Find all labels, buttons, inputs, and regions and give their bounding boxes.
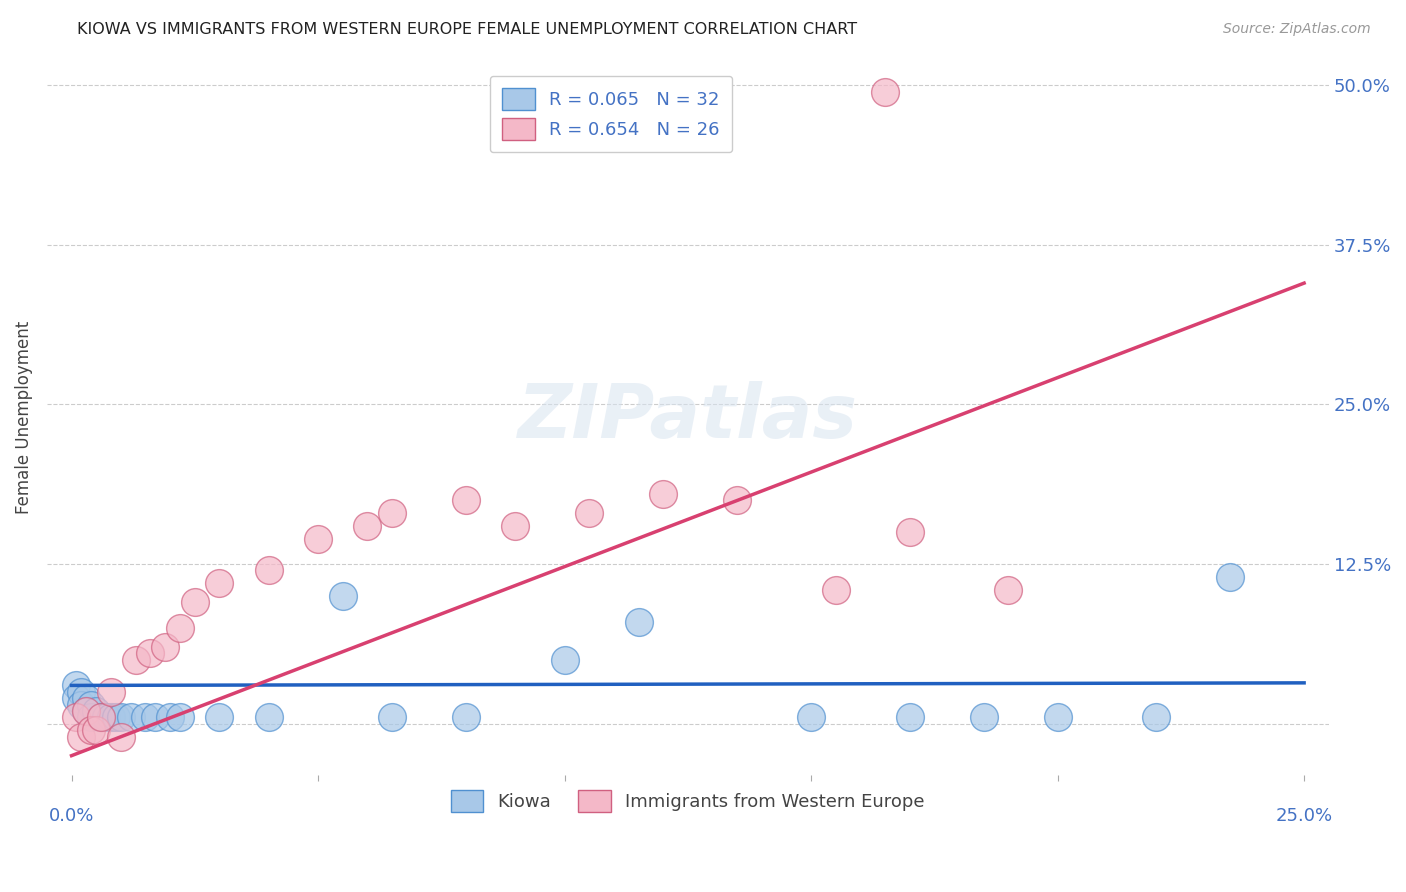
Point: [80, 698, 103, 712]
Point: [65, 678, 87, 692]
Point: [155, 640, 177, 654]
Point: [356, 518, 378, 533]
Point: [381, 710, 404, 724]
Point: [381, 506, 404, 520]
Point: [454, 710, 477, 724]
Point: [124, 653, 146, 667]
Point: [75, 691, 97, 706]
Point: [873, 85, 896, 99]
Point: [627, 615, 650, 629]
Y-axis label: Female Unemployment: Female Unemployment: [15, 320, 32, 514]
Point: [898, 525, 921, 540]
Point: [104, 710, 127, 724]
Point: [578, 506, 600, 520]
Point: [997, 582, 1019, 597]
Point: [1144, 710, 1167, 724]
Point: [169, 621, 191, 635]
Point: [257, 710, 280, 724]
Point: [75, 704, 97, 718]
Point: [824, 582, 846, 597]
Point: [139, 647, 162, 661]
Point: [110, 710, 132, 724]
Point: [80, 723, 103, 738]
Point: [332, 589, 354, 603]
Point: [65, 691, 87, 706]
Point: [100, 685, 122, 699]
Text: KIOWA VS IMMIGRANTS FROM WESTERN EUROPE FEMALE UNEMPLOYMENT CORRELATION CHART: KIOWA VS IMMIGRANTS FROM WESTERN EUROPE …: [77, 22, 858, 37]
Point: [94, 710, 117, 724]
Point: [70, 730, 93, 744]
Point: [257, 564, 280, 578]
Point: [307, 532, 329, 546]
Text: 0.0%: 0.0%: [49, 806, 94, 825]
Point: [84, 723, 107, 738]
Point: [134, 710, 156, 724]
Point: [208, 576, 231, 591]
Point: [554, 653, 576, 667]
Point: [110, 730, 132, 744]
Point: [800, 710, 823, 724]
Point: [90, 710, 112, 724]
Text: 25.0%: 25.0%: [1275, 806, 1333, 825]
Point: [65, 710, 87, 724]
Point: [169, 710, 191, 724]
Point: [143, 710, 166, 724]
Point: [973, 710, 995, 724]
Point: [100, 710, 122, 724]
Point: [652, 487, 675, 501]
Point: [503, 518, 526, 533]
Point: [90, 710, 112, 724]
Text: ZIPatlas: ZIPatlas: [517, 381, 858, 454]
Point: [1219, 570, 1241, 584]
Point: [898, 710, 921, 724]
Legend: Kiowa, Immigrants from Western Europe: Kiowa, Immigrants from Western Europe: [443, 783, 932, 820]
Point: [184, 595, 207, 609]
Point: [208, 710, 231, 724]
Point: [725, 493, 748, 508]
Point: [1046, 710, 1069, 724]
Point: [70, 698, 93, 712]
Point: [80, 710, 103, 724]
Point: [70, 685, 93, 699]
Point: [159, 710, 181, 724]
Point: [75, 704, 97, 718]
Point: [84, 704, 107, 718]
Point: [120, 710, 142, 724]
Text: Source: ZipAtlas.com: Source: ZipAtlas.com: [1223, 22, 1371, 37]
Point: [454, 493, 477, 508]
